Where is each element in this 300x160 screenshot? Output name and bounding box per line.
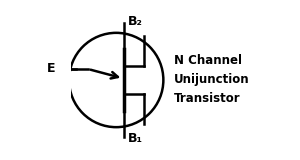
Text: E: E <box>46 63 55 76</box>
Text: B₂: B₂ <box>128 15 143 28</box>
Text: B₁: B₁ <box>128 132 143 145</box>
Text: N Channel
Unijunction
Transistor: N Channel Unijunction Transistor <box>174 55 249 105</box>
